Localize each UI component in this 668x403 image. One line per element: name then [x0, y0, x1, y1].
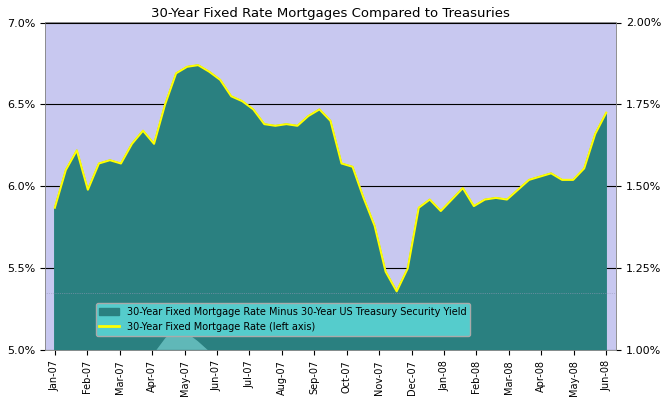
Title: 30-Year Fixed Rate Mortgages Compared to Treasuries: 30-Year Fixed Rate Mortgages Compared to… — [151, 7, 510, 20]
Legend: 30-Year Fixed Mortgage Rate Minus 30-Year US Treasury Security Yield, 30-Year Fi: 30-Year Fixed Mortgage Rate Minus 30-Yea… — [96, 303, 470, 336]
